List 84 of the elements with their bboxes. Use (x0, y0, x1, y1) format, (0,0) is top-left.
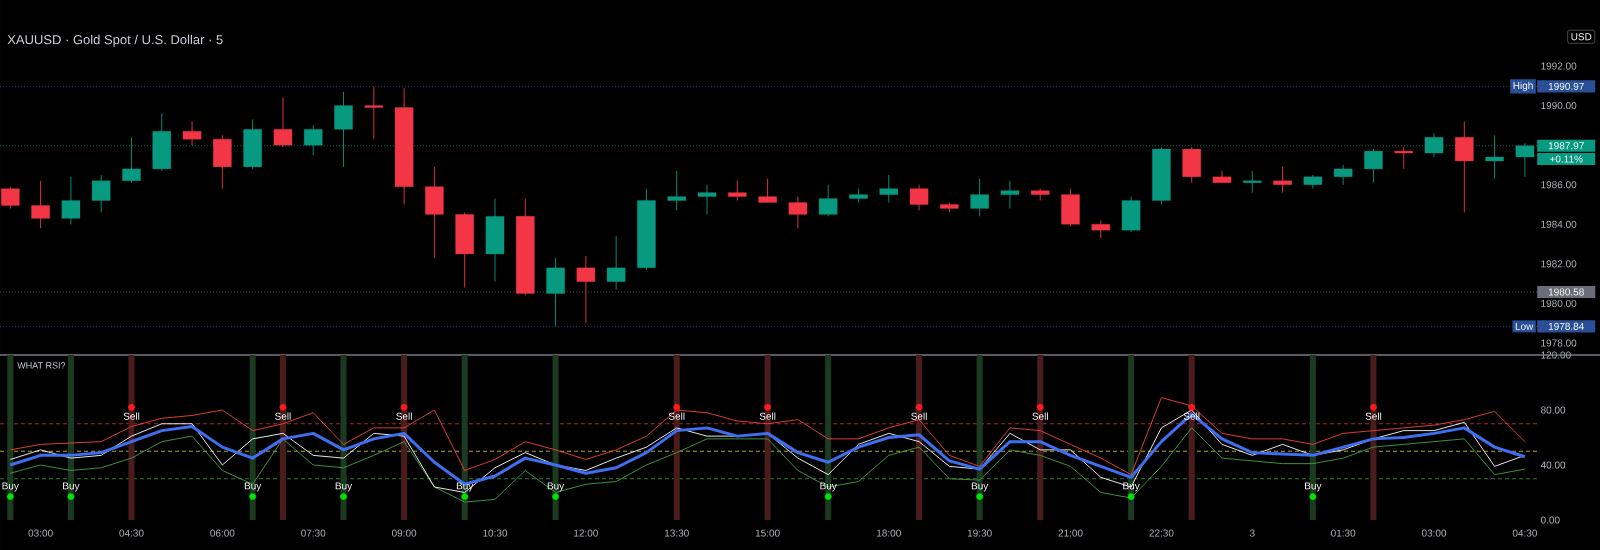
x-tick-label: 13:30 (664, 529, 689, 537)
chart-title: XAUUSD · Gold Spot / U.S. Dollar · 5 (7, 34, 223, 47)
x-tick-label: 3 (1249, 529, 1255, 537)
text: +0.11% (1549, 155, 1583, 163)
x-tick-label: 07:30 (301, 529, 326, 537)
ref-line-label: 1990.97 (1548, 82, 1584, 90)
y-tick-label: 1986.00 (1541, 181, 1577, 189)
candlestick (182, 120, 202, 146)
data-label: Sell (396, 412, 412, 420)
x-tick-label: 12:00 (574, 529, 598, 537)
y-tick-label: 1980.00 (1541, 299, 1577, 307)
data-label: Sell (759, 412, 776, 420)
y-tick-label: 120.00 (1541, 351, 1571, 359)
x-tick-label: 10:30 (483, 529, 508, 537)
y-tick-label: 1984.00 (1541, 220, 1577, 228)
x-tick-label: 19:30 (967, 529, 992, 537)
line-series (9, 397, 1526, 476)
ref-line-label: 1978.84 (1548, 322, 1584, 330)
x-tick-label: 03:00 (1421, 529, 1447, 537)
data-label: Buy (244, 482, 262, 492)
candlestick (1485, 134, 1504, 180)
y-tick-label: 40.00 (1540, 461, 1566, 469)
y-tick-label: 80.00 (1540, 406, 1566, 414)
x-tick-label: 01:30 (1331, 529, 1356, 537)
y-tick-label: 0.00 (1540, 516, 1560, 524)
x-tick-label: 15:00 (755, 529, 780, 537)
x-tick-label: 04:30 (119, 529, 144, 537)
candlestick (1333, 164, 1353, 186)
text: WHAT RSI? (17, 362, 66, 369)
x-tick-label: 09:00 (391, 529, 417, 537)
data-label: Buy (456, 482, 474, 492)
data-label: Buy (1123, 482, 1140, 492)
x-tick-label: 21:00 (1058, 529, 1083, 537)
candlestick (758, 178, 777, 203)
candlestick (667, 170, 686, 211)
candlestick (1455, 120, 1474, 213)
data-label: Sell (275, 412, 291, 420)
ref-line-label: 1987.97 (1548, 142, 1584, 150)
candlestick (273, 97, 293, 148)
candlestick (1212, 170, 1232, 184)
ref-line-label: 1980.58 (1548, 288, 1584, 296)
candlestick (31, 180, 50, 229)
data-label: Buy (63, 482, 80, 492)
candlestick (1364, 148, 1383, 184)
candlestick (818, 184, 838, 217)
data-label: Sell (1365, 412, 1382, 420)
x-tick-label: 03:00 (28, 529, 53, 537)
candlestick (1273, 166, 1292, 194)
annotation: High (1513, 81, 1533, 92)
candlestick (1394, 146, 1413, 170)
text: USD (1571, 33, 1592, 41)
data-label: Buy (971, 482, 989, 492)
candlestick (61, 176, 81, 225)
x-tick-label: 04:30 (1512, 529, 1538, 537)
data-label: Sell (911, 412, 927, 420)
candlestick (728, 180, 747, 201)
y-tick-label: 1992.00 (1541, 62, 1577, 70)
candlestick (879, 174, 899, 203)
candlestick (364, 85, 384, 140)
data-label: Sell (668, 412, 685, 420)
candlestick (1243, 170, 1262, 194)
candlestick (91, 174, 111, 213)
data-label: Buy (1305, 482, 1322, 492)
data-label: Buy (820, 482, 837, 492)
data-label: Buy (335, 482, 353, 492)
candlestick (788, 196, 808, 229)
candlestick (576, 255, 596, 324)
y-tick-label: 1978.00 (1541, 339, 1577, 347)
data-label: Sell (123, 412, 140, 420)
candlestick (970, 178, 989, 217)
candlestick (1, 186, 20, 209)
x-tick-label: 06:00 (210, 529, 235, 537)
x-tick-label: 18:00 (877, 529, 901, 537)
x-tick-label: 22:30 (1149, 529, 1174, 537)
data-label: Buy (2, 482, 19, 492)
candlestick (606, 235, 626, 291)
annotation: Low (1515, 322, 1534, 330)
candlestick (909, 184, 929, 211)
data-label: Sell (1032, 412, 1048, 420)
y-tick-label: 1982.00 (1541, 260, 1577, 268)
y-tick-label: 1990.00 (1541, 102, 1577, 110)
candlestick (697, 184, 717, 215)
candlestick (1000, 180, 1020, 209)
data-label: Buy (547, 482, 565, 492)
